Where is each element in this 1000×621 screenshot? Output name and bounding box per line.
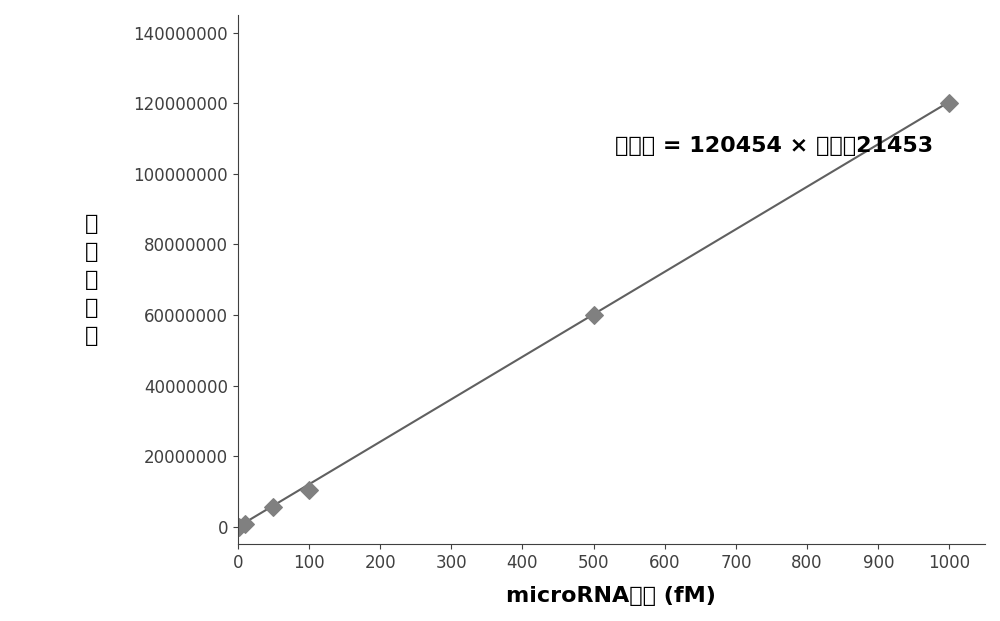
Point bbox=[301, 485, 317, 495]
Text: 荧光值 = 120454 × 浓度－21453: 荧光值 = 120454 × 浓度－21453 bbox=[615, 135, 933, 156]
X-axis label: microRNA浓度 (fM): microRNA浓度 (fM) bbox=[506, 586, 716, 606]
Y-axis label: 相
对
荧
光
值: 相 对 荧 光 值 bbox=[85, 214, 98, 346]
Point bbox=[231, 522, 247, 532]
Point bbox=[237, 519, 253, 529]
Point bbox=[941, 98, 957, 108]
Point bbox=[265, 502, 281, 512]
Point bbox=[586, 310, 602, 320]
